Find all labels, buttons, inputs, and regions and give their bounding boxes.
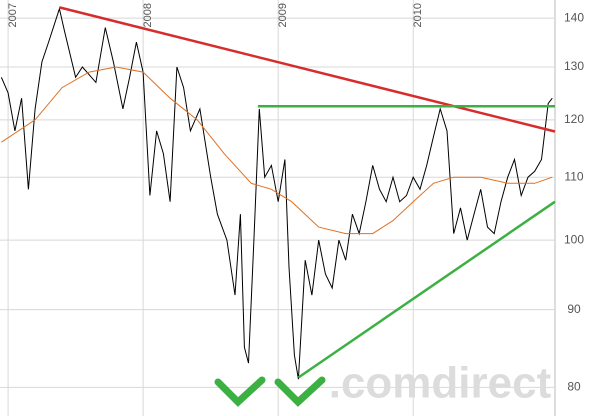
plot [0, 6, 556, 380]
x-tick-label: 2009 [277, 3, 289, 27]
y-tick-label: 110 [564, 169, 583, 183]
series-line [0, 6, 553, 380]
series-line [1, 66, 553, 235]
x-tick-label: 2010 [412, 3, 424, 27]
y-tick-label: 80 [567, 380, 581, 394]
grid [0, 0, 556, 416]
check-mark [214, 376, 266, 407]
watermark: .comdirect [329, 359, 552, 408]
series-line [297, 200, 556, 379]
x-tick-label: 2007 [7, 3, 19, 27]
x-tick-label: 2008 [142, 3, 154, 27]
y-tick-label: 140 [564, 10, 584, 24]
y-tick-label: 120 [564, 112, 584, 126]
series-line [59, 6, 556, 133]
y-tick-label: 130 [564, 59, 584, 73]
y-tick-label: 100 [564, 232, 584, 246]
y-tick-label: 90 [567, 302, 581, 316]
check-mark [274, 376, 326, 407]
